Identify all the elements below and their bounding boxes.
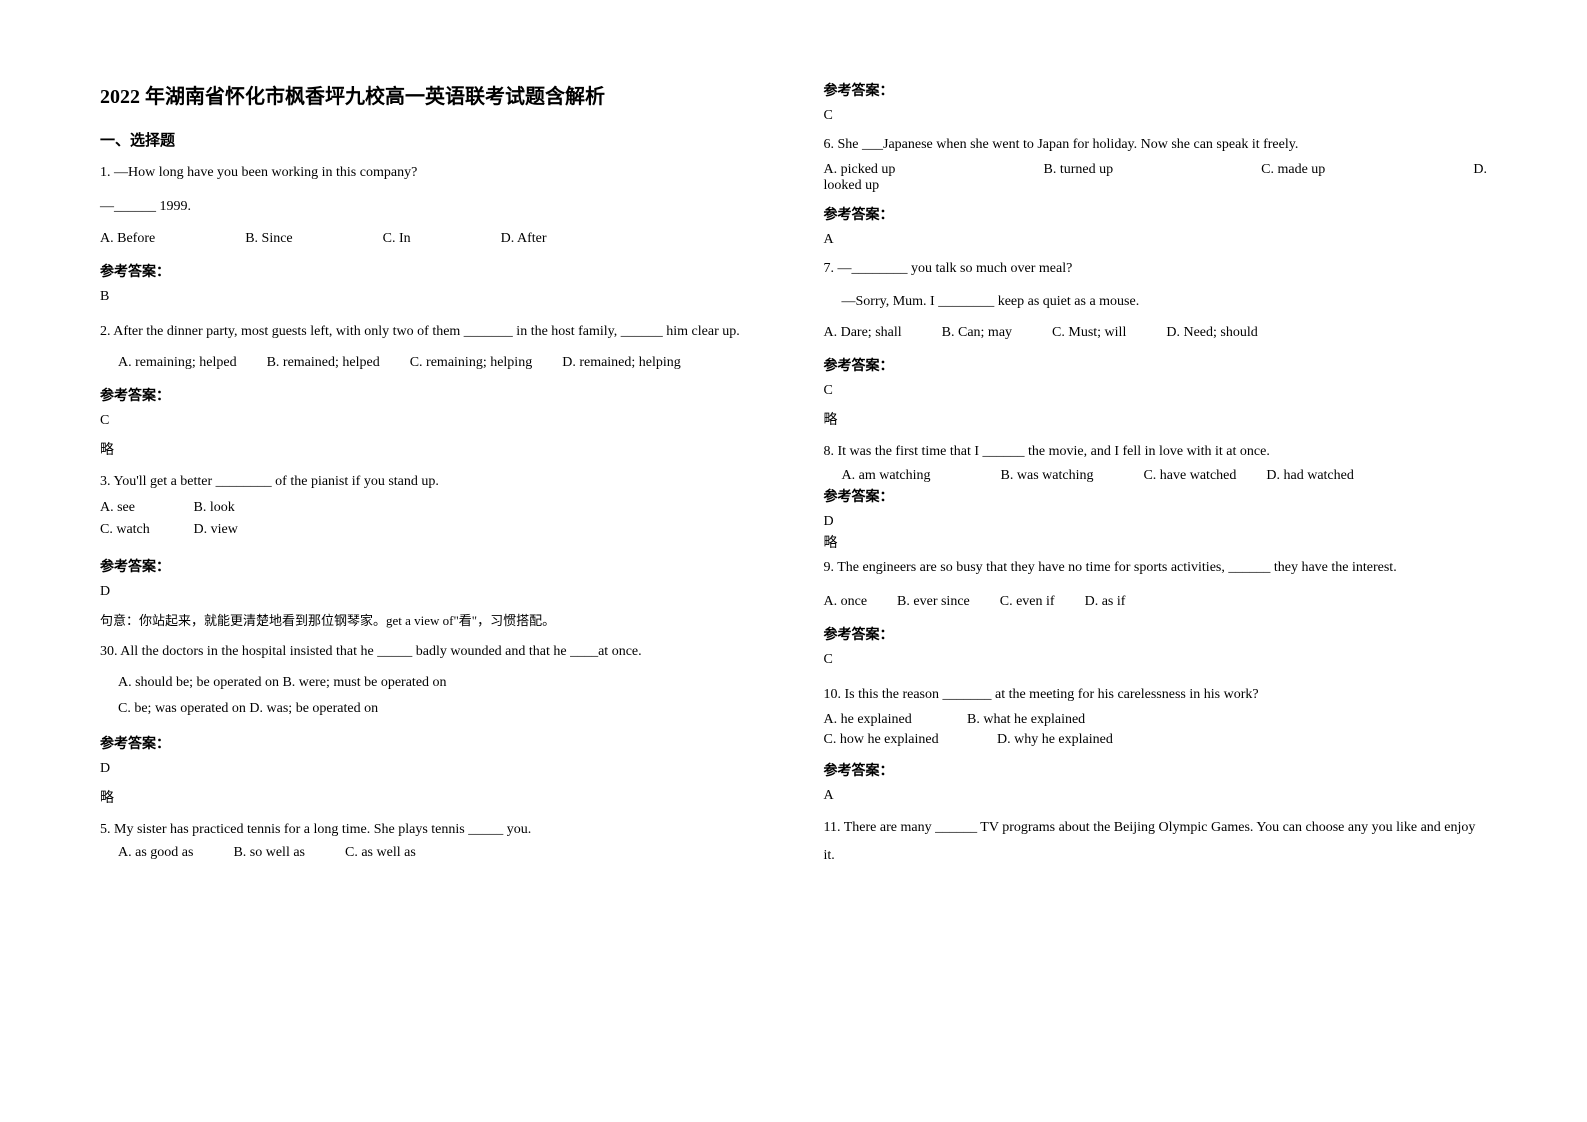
section-header: 一、选择题 [100, 129, 764, 150]
q6-opt-c: C. made up [1261, 162, 1325, 178]
q4-opt-d: D. was; be operated on [249, 701, 378, 716]
q5-opt-c: C. as well as [345, 845, 416, 861]
q4-answer-label: 参考答案： [100, 733, 764, 753]
q2-answer: C [100, 413, 764, 429]
q4-text: 30. All the doctors in the hospital insi… [100, 641, 764, 663]
q10-answer-label: 参考答案： [824, 760, 1488, 780]
q5-answer-label: 参考答案： [824, 80, 1488, 100]
q9-opt-a: A. once [824, 594, 868, 610]
q10-text: 10. Is this the reason _______ at the me… [824, 684, 1488, 706]
q7-omit: 略 [824, 409, 1488, 429]
q1-text: 1. —How long have you been working in th… [100, 162, 764, 184]
q9-text: 9. The engineers are so busy that they h… [824, 554, 1488, 582]
q3-answer: D [100, 584, 764, 600]
q3-text: 3. You'll get a better ________ of the p… [100, 471, 764, 493]
q8-answer: D [824, 514, 1488, 530]
q8-opt-b: B. was watching [1001, 468, 1094, 484]
q7-text: 7. —________ you talk so much over meal? [824, 258, 1488, 280]
q1-options: A. Before B. Since C. In D. After [100, 231, 764, 247]
q1-answer-label: 参考答案： [100, 261, 764, 281]
q7-opt-d: D. Need; should [1166, 325, 1257, 341]
q5-answer: C [824, 108, 1488, 124]
q8-opt-a: A. am watching [842, 468, 931, 484]
q4-opt-b: B. were; must be operated on [282, 675, 446, 690]
q6-options: A. picked up B. turned up C. made up D. … [824, 162, 1488, 194]
q2-opt-b: B. remained; helped [267, 355, 380, 371]
q9-opt-b: B. ever since [897, 594, 970, 610]
q2-options: A. remaining; helped B. remained; helped… [100, 355, 764, 371]
q7-options: A. Dare; shall B. Can; may C. Must; will… [824, 325, 1488, 341]
q3-opt-d: D. view [194, 522, 238, 537]
q10-opt-b: B. what he explained [967, 712, 1085, 727]
q6-opt-a: A. picked up [824, 162, 896, 178]
q6-opt-d: looked up [824, 178, 1488, 194]
q9-answer: C [824, 652, 1488, 668]
q6-answer-label: 参考答案： [824, 204, 1488, 224]
q2-opt-c: C. remaining; helping [410, 355, 532, 371]
q2-opt-a: A. remaining; helped [118, 355, 237, 371]
q4-omit: 略 [100, 787, 764, 807]
q4-opt-c: C. be; was operated on [118, 701, 246, 716]
q5-opt-b: B. so well as [233, 845, 305, 861]
q7-opt-c: C. Must; will [1052, 325, 1126, 341]
q10-opt-c: C. how he explained [824, 732, 994, 748]
q10-opt-a: A. he explained [824, 712, 964, 728]
q3-answer-label: 参考答案： [100, 556, 764, 576]
q1-answer: B [100, 289, 764, 305]
q2-text: 2. After the dinner party, most guests l… [100, 321, 764, 343]
q8-options: A. am watching B. was watching C. have w… [824, 468, 1488, 484]
q5-opt-a: A. as good as [118, 845, 193, 861]
q3-opt-a: A. see [100, 500, 190, 516]
document-title: 2022 年湖南省怀化市枫香坪九校高一英语联考试题含解析 [100, 80, 764, 109]
q7-line2: —Sorry, Mum. I ________ keep as quiet as… [824, 291, 1488, 313]
q10-options: A. he explained B. what he explained C. … [824, 712, 1488, 752]
q9-opt-c: C. even if [1000, 594, 1055, 610]
q6-text: 6. She ___Japanese when she went to Japa… [824, 134, 1488, 156]
q6-answer: A [824, 232, 1488, 248]
q6-opt-d-prefix: D. [1473, 162, 1487, 178]
q4-opt-a: A. should be; be operated on [118, 675, 279, 690]
q1-opt-c: C. In [383, 231, 411, 247]
left-column: 2022 年湖南省怀化市枫香坪九校高一英语联考试题含解析 一、选择题 1. —H… [100, 80, 764, 1042]
q2-omit: 略 [100, 439, 764, 459]
q3-explain: 句意：你站起来，就能更清楚地看到那位钢琴家。get a view of"看"，习… [100, 610, 764, 629]
q11-text: 11. There are many ______ TV programs ab… [824, 814, 1488, 870]
q3-opt-c: C. watch [100, 522, 190, 538]
q5-text: 5. My sister has practiced tennis for a … [100, 819, 764, 841]
q1-opt-b: B. Since [245, 231, 292, 247]
q10-answer: A [824, 788, 1488, 804]
q8-opt-c: C. have watched [1143, 468, 1236, 484]
q9-answer-label: 参考答案： [824, 624, 1488, 644]
q8-text: 8. It was the first time that I ______ t… [824, 441, 1488, 463]
q6-opt-b: B. turned up [1043, 162, 1113, 178]
q8-answer-label: 参考答案： [824, 486, 1488, 506]
q2-answer-label: 参考答案： [100, 385, 764, 405]
q4-answer: D [100, 761, 764, 777]
q9-opt-d: D. as if [1085, 594, 1126, 610]
q10-opt-d: D. why he explained [997, 732, 1113, 747]
q8-omit: 略 [824, 532, 1488, 552]
q2-opt-d: D. remained; helping [562, 355, 681, 371]
q1-opt-a: A. Before [100, 231, 155, 247]
q7-opt-a: A. Dare; shall [824, 325, 902, 341]
q1-opt-d: D. After [501, 231, 547, 247]
q3-options: A. see B. look C. watch D. view [100, 500, 764, 544]
q1-line2: —______ 1999. [100, 196, 764, 218]
q7-opt-b: B. Can; may [942, 325, 1012, 341]
q3-opt-b: B. look [194, 500, 235, 515]
q7-answer: C [824, 383, 1488, 399]
q9-options: A. once B. ever since C. even if D. as i… [824, 594, 1488, 610]
q4-options: A. should be; be operated on B. were; mu… [100, 675, 764, 721]
q5-options: A. as good as B. so well as C. as well a… [100, 845, 764, 861]
right-column: 参考答案： C 6. She ___Japanese when she went… [824, 80, 1488, 1042]
q7-answer-label: 参考答案： [824, 355, 1488, 375]
q8-opt-d: D. had watched [1266, 468, 1353, 484]
